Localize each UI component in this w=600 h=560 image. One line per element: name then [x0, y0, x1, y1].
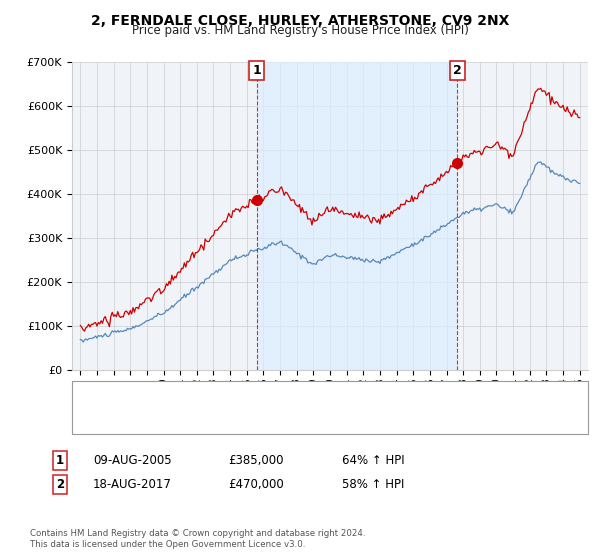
Text: £385,000: £385,000	[228, 454, 284, 467]
Text: 2, FERNDALE CLOSE, HURLEY, ATHERSTONE, CV9 2NX (detached house): 2, FERNDALE CLOSE, HURLEY, ATHERSTONE, C…	[111, 391, 487, 401]
Text: ——: ——	[81, 414, 106, 427]
Text: ——: ——	[81, 389, 106, 402]
Text: 1: 1	[253, 64, 262, 77]
Text: 1: 1	[56, 454, 64, 467]
Text: 2: 2	[56, 478, 64, 491]
Text: 64% ↑ HPI: 64% ↑ HPI	[342, 454, 404, 467]
Text: Contains HM Land Registry data © Crown copyright and database right 2024.
This d: Contains HM Land Registry data © Crown c…	[30, 529, 365, 549]
Text: 2: 2	[452, 64, 461, 77]
Text: 2, FERNDALE CLOSE, HURLEY, ATHERSTONE, CV9 2NX: 2, FERNDALE CLOSE, HURLEY, ATHERSTONE, C…	[91, 14, 509, 28]
Text: HPI: Average price, detached house, North Warwickshire: HPI: Average price, detached house, Nort…	[111, 416, 406, 426]
Text: £470,000: £470,000	[228, 478, 284, 491]
Bar	[257, 62, 457, 370]
Text: 09-AUG-2005: 09-AUG-2005	[93, 454, 172, 467]
Text: 18-AUG-2017: 18-AUG-2017	[93, 478, 172, 491]
Text: Price paid vs. HM Land Registry's House Price Index (HPI): Price paid vs. HM Land Registry's House …	[131, 24, 469, 37]
Text: 58% ↑ HPI: 58% ↑ HPI	[342, 478, 404, 491]
